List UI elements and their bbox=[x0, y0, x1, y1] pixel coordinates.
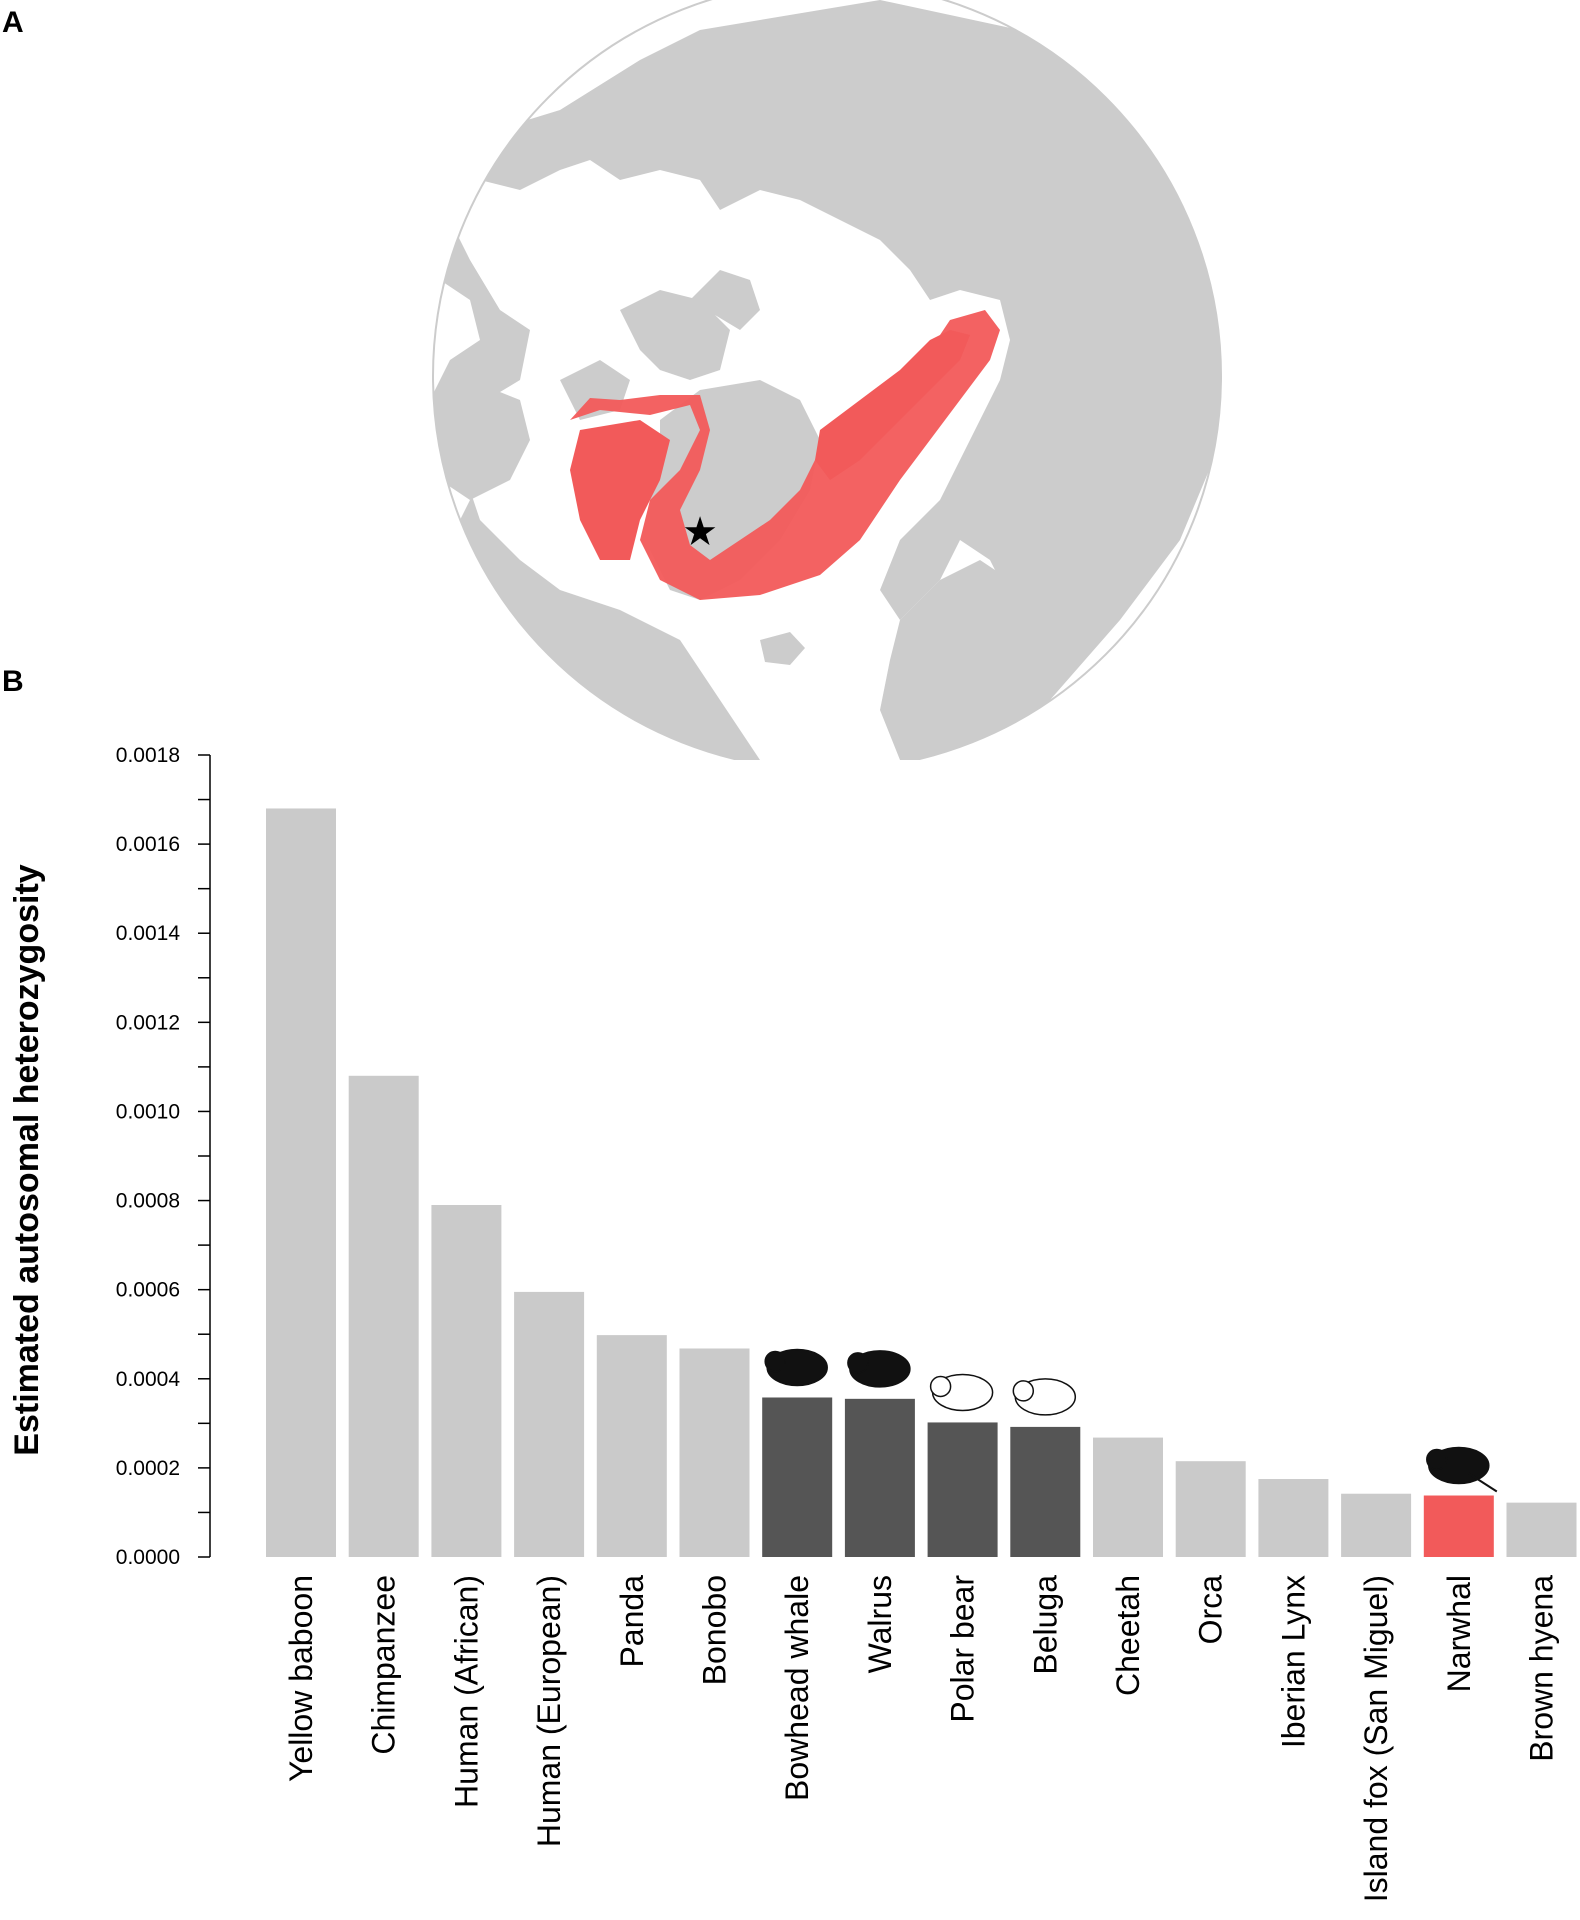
y-tick-label: 0.0006 bbox=[116, 1279, 180, 1302]
bar-orca bbox=[1175, 1461, 1246, 1557]
y-axis: 0.0000 0.0002 0.0004 0.0006 0.0008 0.0010 0.00… bbox=[116, 744, 211, 1569]
bar-bonobo bbox=[679, 1348, 750, 1557]
category-label: Human (African) bbox=[448, 1575, 484, 1808]
y-tick-label: 0.0008 bbox=[116, 1190, 180, 1213]
land-greenland bbox=[650, 380, 820, 600]
beluga-icon bbox=[1012, 1378, 1077, 1416]
y-tick-label: 0.0000 bbox=[116, 1546, 180, 1569]
category-label: Cheetah bbox=[1110, 1575, 1146, 1696]
bar-brown-hyena bbox=[1506, 1502, 1577, 1557]
bar-human-european bbox=[514, 1291, 585, 1557]
y-tick-label: 0.0010 bbox=[116, 1100, 180, 1123]
narwhal-range-east bbox=[815, 330, 970, 480]
land-alaska bbox=[433, 380, 530, 500]
panel-label-b: B bbox=[2, 665, 24, 698]
y-tick-label: 0.0016 bbox=[116, 833, 180, 856]
bar-chimpanzee bbox=[348, 1075, 419, 1557]
y-tick-label: 0.0014 bbox=[116, 922, 181, 945]
bar-bowhead-whale bbox=[762, 1397, 833, 1557]
narwhal-range bbox=[570, 310, 1000, 600]
category-label: Walrus bbox=[862, 1575, 898, 1673]
y-axis-label: Estimated autosomal heterozygosity bbox=[8, 864, 46, 1455]
category-label: Brown hyena bbox=[1524, 1575, 1560, 1762]
bars bbox=[266, 808, 1577, 1557]
category-label: Orca bbox=[1193, 1575, 1229, 1645]
polar-bear-icon bbox=[929, 1373, 994, 1412]
arctic-map: ★ bbox=[432, 0, 1222, 760]
category-label: Yellow baboon bbox=[283, 1575, 319, 1782]
category-label: Narwhal bbox=[1441, 1575, 1477, 1692]
y-tick-label: 0.0012 bbox=[116, 1011, 180, 1034]
bar-narwhal bbox=[1423, 1495, 1494, 1557]
y-tick-label: 0.0004 bbox=[116, 1368, 181, 1391]
category-label: Bowhead whale bbox=[779, 1575, 815, 1801]
star-icon: ★ bbox=[682, 509, 718, 555]
walrus-icon bbox=[847, 1350, 911, 1388]
land-arctic-archipelago bbox=[560, 270, 760, 420]
bar-cheetah bbox=[1093, 1437, 1163, 1557]
species-icons bbox=[764, 1348, 1498, 1493]
bar-human-african bbox=[431, 1205, 502, 1557]
category-label: Bonobo bbox=[697, 1575, 733, 1685]
land-iceland bbox=[760, 632, 805, 665]
category-label: Beluga bbox=[1027, 1575, 1063, 1675]
bar-beluga bbox=[1010, 1426, 1081, 1557]
category-label: Polar bear bbox=[945, 1575, 981, 1723]
narwhal-range-baffin bbox=[570, 420, 670, 560]
bowhead-whale-icon bbox=[764, 1348, 828, 1387]
category-label: Human (European) bbox=[531, 1575, 567, 1847]
y-tick-label: 0.0018 bbox=[116, 744, 180, 767]
bar-walrus bbox=[844, 1398, 915, 1557]
bar-panda bbox=[596, 1335, 667, 1557]
category-label: Chimpanzee bbox=[366, 1575, 402, 1755]
land-scandinavia bbox=[880, 560, 1030, 760]
bar-iberian-lynx bbox=[1258, 1479, 1329, 1557]
land-eurasia bbox=[433, 0, 1221, 760]
bar-island-fox-san-miguel bbox=[1341, 1493, 1412, 1557]
panel-label-a: A bbox=[2, 6, 24, 39]
bar-polar-bear bbox=[927, 1422, 998, 1557]
category-label: Iberian Lynx bbox=[1275, 1575, 1311, 1748]
narwhal-icon bbox=[1426, 1446, 1498, 1493]
y-tick-label: 0.0002 bbox=[116, 1457, 180, 1480]
category-labels: Yellow baboon Chimpanzee Human (African) Hu… bbox=[283, 1575, 1560, 1903]
category-label: Panda bbox=[614, 1575, 650, 1668]
bar-yellow-baboon bbox=[266, 808, 336, 1557]
category-label: Island fox (San Miguel) bbox=[1358, 1575, 1394, 1902]
